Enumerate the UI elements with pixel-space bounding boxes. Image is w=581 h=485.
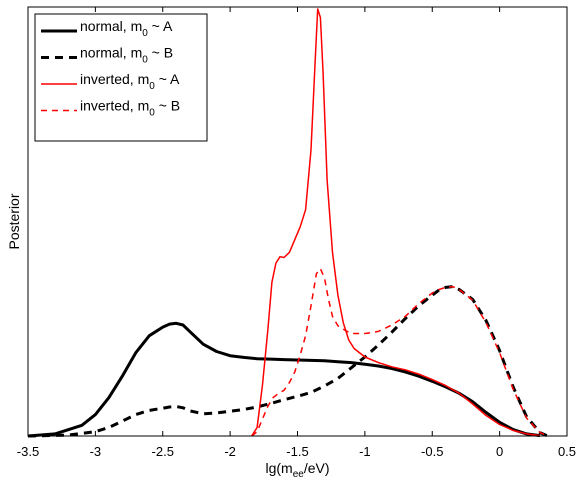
x-tick-label-7: 0 (496, 444, 503, 459)
legend-box (34, 13, 208, 142)
legend: normal, m0 ~ A normal, m0 ~ B inverted, m0… (34, 13, 208, 142)
x-tick-label-1: -3 (90, 444, 102, 459)
legend-label-3: inverted, m0 ~ A (80, 71, 180, 92)
series-line-4 (251, 267, 548, 437)
x-tick-label-4: -1.5 (286, 444, 308, 459)
series-line-2 (27, 285, 548, 438)
x-tick-label-3: -2 (224, 444, 236, 459)
legend-label-4: inverted, m0 ~ B (80, 98, 180, 119)
series-layer (27, 8, 548, 438)
series-line-3 (251, 8, 541, 437)
x-axis-label: lg(mee/eV) (265, 460, 329, 480)
y-axis-label: Posterior (6, 193, 22, 249)
x-tick-label-6: -0.5 (421, 444, 443, 459)
x-tick-label-8: 0.5 (558, 444, 576, 459)
x-tick-label-5: -1 (359, 444, 371, 459)
series-line-1 (27, 321, 541, 438)
x-axis-ticks: -3.5 -3 -2.5 -2 -1.5 -1 -0.5 0 0.5 (17, 7, 576, 459)
legend-label-2: normal, m0 ~ B (80, 45, 173, 66)
x-tick-label-2: -2.5 (152, 444, 174, 459)
x-tick-label-0: -3.5 (17, 444, 39, 459)
legend-label-1: normal, m0 ~ A (80, 18, 173, 39)
